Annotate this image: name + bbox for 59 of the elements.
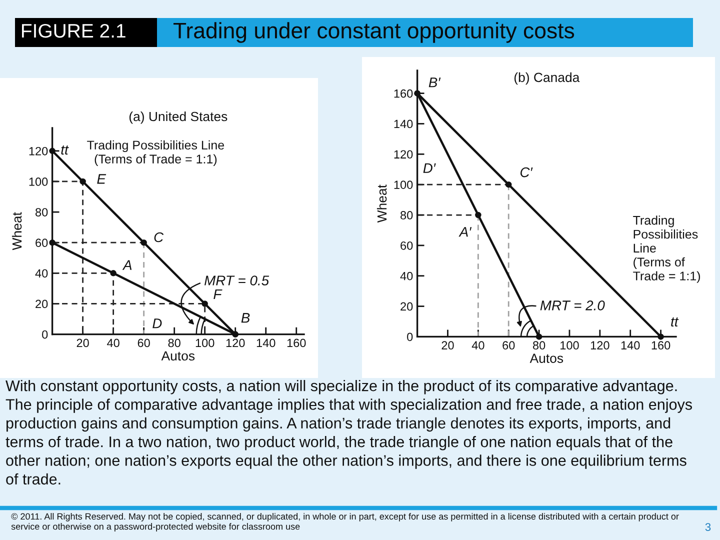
x-tick-label: 100 [196,338,214,348]
y-axis-title: Wheat [12,212,22,250]
y-tick-label: 40 [400,272,413,280]
y-tick-label: 40 [35,269,48,278]
x-tick-label: 80 [532,341,546,350]
y-tick-label: 120 [394,150,413,159]
y-tick-label: 20 [36,300,48,308]
x-tick-label: 40 [472,341,484,350]
annotation: E [97,174,106,184]
text: With constant opportunity costs, a nation will specialize in the product of its comparative advantage. The principle of comparative advantage implies that with specialization and free trade, a nation enjoys production gains and consumption gains. A nation’s trade triangle denotes its exports, imports, and terms of trade. In a two nation, two product world, the trade triangle of one nation equals that of the other nation; one nation’s exports equal the other nation’s imports, and there is one equilibrium terms of trade. [6,380,692,485]
y-tick-label: 0 [407,332,413,342]
series-label: Trading Possibilities Line (Terms of Trade = 1:1) [633,216,700,283]
annotation: A [122,260,132,270]
x-tick-label: 160 [287,338,306,348]
text: © 2011. All Rights Reserved. May not be copied, scanned, or duplicated, in whole or in part, except for use as permitted in a license distributed with a certain product or service or otherwise on a password-protected website for classroom use [11,513,679,532]
y-tick-label: 20 [400,302,413,311]
y-tick-label: 100 [29,178,48,186]
text: 3 [705,523,711,531]
x-tick-label: 140 [621,341,640,350]
y-tick-label: 140 [394,120,413,128]
annotation: MRT = 2.0 [540,300,605,310]
x-tick-label: 20 [442,341,454,350]
x-tick-label: 40 [107,338,120,348]
annotation: F [214,289,222,299]
chart-title: (a) United States [129,111,228,124]
text: Trading under constant opportunity costs [174,22,574,43]
y-tick-label: 60 [36,238,48,248]
annotation: B [241,313,250,323]
caption: FIGURE 2.1 [22,24,126,38]
annotation: MRT = 0.5 [204,276,270,286]
y-tick-label: 120 [29,146,48,156]
legend-label: Trading Possibilities Line (Terms of Trade = 1:1) [87,140,224,166]
x-tick-label: 160 [652,341,670,350]
x-tick-label: 120 [226,338,245,348]
x-tick-label: 20 [76,338,89,348]
y-tick-label: 60 [400,241,413,250]
x-axis-title: Autos [161,351,195,361]
x-tick-label: 100 [560,341,579,350]
x-tick-label: 60 [138,338,150,348]
x-axis-title: Autos [530,354,564,363]
annotation: A′ [458,227,472,237]
y-tick-label: 80 [400,211,413,220]
x-tick-label: 60 [502,341,515,350]
annotation: C′ [520,167,533,178]
y-axis-title: Wheat [376,184,387,223]
y-tick-label: 160 [394,89,413,98]
annotation: B′ [428,78,441,88]
y-tick-label: 100 [394,180,413,189]
x-tick-label: 140 [256,338,276,348]
annotation: D [152,318,162,328]
y-tick-label: 0 [42,330,48,339]
annotation: tt [671,317,679,327]
annotation: D′ [423,163,436,173]
chart-title: (b) Canada [514,72,580,85]
annotation: tt [61,146,69,155]
x-tick-label: 120 [590,341,610,350]
y-tick-label: 80 [36,208,48,216]
x-tick-label: 80 [168,338,180,348]
annotation: C [154,232,164,242]
